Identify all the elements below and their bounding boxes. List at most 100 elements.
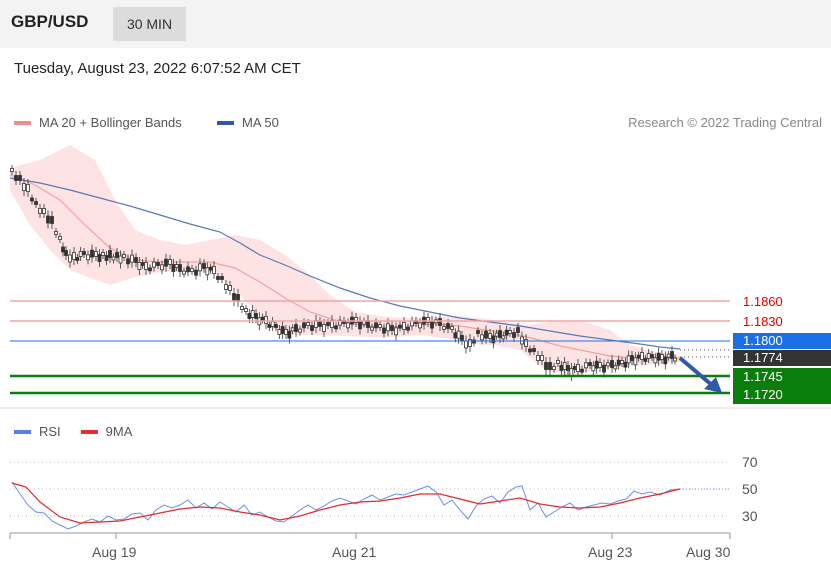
candle-body — [552, 366, 556, 370]
candle-body — [277, 329, 282, 335]
candle-body — [562, 362, 567, 370]
rsi-tick-30: 30 — [742, 508, 758, 524]
candle-body — [240, 306, 244, 310]
candle-body — [442, 326, 446, 330]
legend-ma50-label: MA 50 — [242, 115, 279, 130]
candle-body — [75, 257, 80, 261]
level-tag-1720: 1.1720 — [733, 386, 831, 404]
timeframe-button[interactable]: 30 MIN — [113, 7, 186, 41]
candle-body — [318, 321, 322, 327]
candle-body — [501, 335, 506, 340]
last-price-tag: 1.1774 — [733, 350, 831, 366]
candle-body — [202, 263, 206, 269]
candle-body — [480, 334, 484, 341]
candle-body — [390, 325, 394, 331]
candle-body — [494, 332, 499, 337]
candle-body — [46, 215, 50, 224]
candle-body — [232, 293, 236, 301]
candle-body — [418, 322, 422, 329]
candle-body — [488, 333, 492, 339]
candle-body — [656, 352, 661, 361]
candle-body — [306, 322, 310, 326]
candle-body — [194, 269, 198, 276]
x-tick-aug19: Aug 19 — [92, 544, 137, 560]
candle-body — [460, 335, 464, 341]
research-credit: Research © 2022 Trading Central — [628, 115, 822, 130]
candle-body — [270, 321, 275, 327]
level-tag-1800: 1.1800 — [733, 333, 831, 349]
rsi-legend: RSI 9MA — [14, 424, 132, 439]
candle-body — [310, 325, 314, 331]
candle-body — [338, 319, 342, 326]
candle-body — [42, 208, 46, 214]
candle-body — [540, 355, 544, 361]
candle-body — [374, 322, 378, 329]
candle-body — [334, 325, 338, 330]
candle-body — [134, 257, 138, 263]
candle-body — [382, 327, 386, 334]
level-tag-1860: 1.1860 — [743, 294, 783, 309]
candle-body — [152, 261, 156, 268]
candle-body — [160, 264, 164, 271]
candle-body — [640, 352, 644, 360]
candle-body — [86, 254, 90, 261]
candle-body — [190, 268, 194, 272]
candle-body — [14, 175, 18, 181]
candle-body — [90, 249, 94, 258]
candle-body — [512, 332, 516, 338]
candle-body — [666, 353, 671, 358]
candle-body — [148, 267, 152, 272]
candle-body — [250, 310, 255, 318]
candle-body — [61, 246, 65, 253]
candle-body — [104, 255, 109, 261]
candle-body — [72, 252, 76, 260]
candle-body — [254, 313, 258, 319]
candle-body — [663, 356, 668, 365]
x-tick-aug23: Aug 23 — [588, 544, 633, 560]
candle-body — [205, 267, 210, 276]
candle-body — [178, 264, 182, 272]
candle-body — [620, 360, 624, 364]
candle-body — [50, 216, 54, 224]
candle-body — [274, 324, 278, 328]
rsi-tick-70: 70 — [742, 454, 758, 470]
candle-body — [118, 255, 123, 264]
candle-body — [653, 357, 658, 364]
candle-body — [78, 251, 83, 257]
rsi-line — [11, 481, 681, 530]
candle-body — [22, 183, 26, 191]
x-tick-aug30: Aug 30 — [686, 544, 731, 560]
candle-body — [394, 327, 398, 336]
candle-body — [174, 264, 179, 268]
candle-body — [111, 256, 116, 261]
candle-body — [464, 340, 468, 349]
candle-body — [646, 353, 651, 359]
candle-body — [456, 330, 461, 339]
candle-body — [115, 252, 119, 258]
candle-body — [536, 355, 540, 361]
candle-body — [438, 318, 442, 326]
candle-body — [591, 365, 596, 372]
candle-body — [673, 357, 677, 362]
candle-body — [484, 330, 488, 339]
candle-body — [108, 250, 112, 258]
candle-body — [633, 357, 638, 366]
candle-body — [220, 276, 224, 280]
candle-body — [346, 322, 350, 329]
candle-body — [260, 316, 265, 321]
candle-body — [378, 324, 382, 328]
candle-body — [504, 329, 509, 336]
candle-body — [322, 324, 326, 332]
candle-body — [228, 285, 232, 291]
candle-body — [224, 284, 228, 290]
candle-body — [446, 323, 450, 329]
candle-body — [130, 254, 134, 263]
candle-body — [576, 364, 580, 372]
candle-body — [18, 175, 22, 181]
candle-body — [94, 251, 98, 257]
candle-body — [171, 264, 176, 272]
candle-body — [559, 365, 564, 371]
candle-body — [370, 326, 374, 331]
candle-body — [613, 365, 618, 370]
